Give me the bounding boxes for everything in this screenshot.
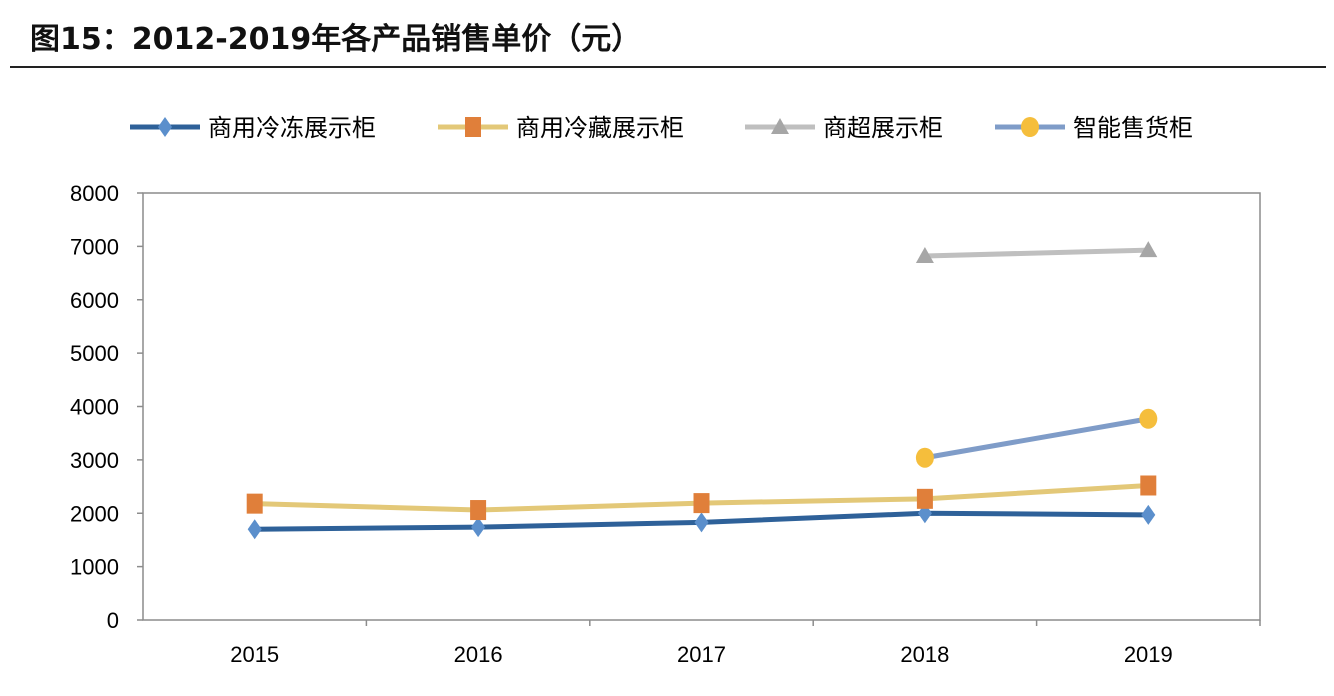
data-point [1139,408,1158,429]
legend-label: 智能售货柜 [1073,114,1193,142]
legend-marker [771,118,789,134]
x-tick-label: 2018 [900,642,949,667]
y-tick-label: 2000 [70,501,119,526]
x-tick-label: 2017 [677,642,726,667]
series-line [924,416,1149,461]
plot-area [142,192,1261,621]
y-tick-label: 5000 [70,341,119,366]
y-tick-label: 1000 [70,555,119,580]
legend-label: 商用冷藏展示柜 [516,114,684,142]
legend-label: 商用冷冻展示柜 [208,114,376,142]
y-tick-label: 7000 [70,234,119,259]
legend-marker [158,117,172,137]
figure-title: 图15：2012-2019年各产品销售单价（元） [30,22,642,57]
data-point [1141,504,1156,525]
data-point [471,517,486,538]
legend-marker [1021,117,1039,137]
legend-label: 商超展示柜 [823,114,943,142]
data-point [915,447,934,468]
y-tick-label: 6000 [70,288,119,313]
data-point [470,500,487,521]
data-point [1140,475,1157,496]
legend-item: 商用冷冻展示柜 [130,114,376,142]
legend-item: 商用冷藏展示柜 [438,114,684,142]
x-tick-label: 2019 [1124,642,1173,667]
data-point [246,493,263,514]
y-tick-label: 8000 [70,181,119,206]
legend-item: 商超展示柜 [745,114,943,142]
data-point [1139,241,1158,258]
data-point [916,488,933,509]
series-4 [924,416,1149,461]
y-tick-label: 4000 [70,395,119,420]
title-divider [10,66,1326,68]
data-point [247,519,262,540]
data-point [915,246,934,263]
legend-marker [465,117,481,137]
x-tick-label: 2015 [230,642,279,667]
x-tick-label: 2016 [454,642,503,667]
y-tick-label: 3000 [70,448,119,473]
series-line [924,247,1149,259]
y-tick-label: 0 [107,608,119,633]
series-3 [924,247,1149,259]
data-point [693,493,710,514]
data-point [694,512,709,533]
